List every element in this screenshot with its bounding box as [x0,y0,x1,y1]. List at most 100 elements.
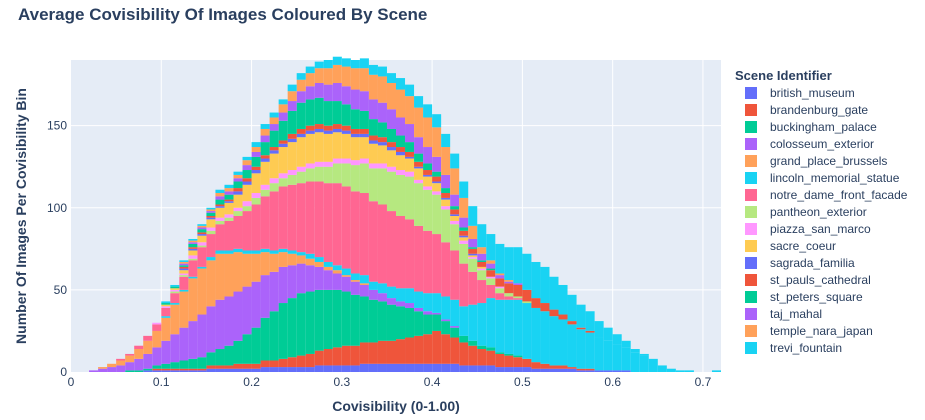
bar-segment [161,340,171,364]
bar-segment [269,367,279,372]
bar-segment [215,207,225,218]
legend-item[interactable]: trevi_fountain [745,341,842,355]
bar-segment [143,335,153,341]
bar-segment [224,201,234,203]
bar-segment [170,334,180,363]
bar-segment [441,321,451,335]
bar-segment [368,163,378,169]
legend-item[interactable]: grand_place_brussels [745,154,887,168]
bar-segment [170,289,180,292]
legend-item[interactable]: st_pauls_cathedral [745,273,871,287]
bar-segment [585,311,595,331]
bar-segment [179,265,189,267]
x-axis-title: Covisibility (0-1.00) [332,398,460,414]
bar-segment [269,250,279,254]
chart-title: Average Covisibility Of Images Coloured … [18,5,427,24]
bar-segment [197,232,207,235]
bar-segment [567,368,577,372]
bar-segment [350,191,360,274]
bar-segment [260,360,270,368]
bar-segment [468,238,478,248]
bar-segment [450,250,460,300]
bar-segment [179,260,189,262]
bar-segment [585,332,595,369]
bar-segment [414,291,424,308]
bar-segment [359,91,369,111]
bar-segment [368,299,378,343]
bar-segment [459,181,469,198]
bar-segment [612,344,622,371]
bar-segment [179,327,189,361]
bar-segment [215,220,225,225]
series-piazza_san_marco [152,158,505,325]
bar-segment [396,306,406,340]
bar-segment [116,358,126,361]
bar-segment [468,255,478,258]
bar-segment [558,314,568,320]
legend-item[interactable]: pantheon_exterior [745,205,867,219]
bar-segment [233,207,243,212]
legend-item[interactable]: sagrada_familia [745,256,855,270]
bar-segment [278,112,288,121]
legend-swatch [745,172,757,184]
bar-segment [197,245,207,248]
bar-segment [242,184,252,202]
bar-segment [459,217,469,228]
legend-item[interactable]: sacre_coeur [745,239,836,253]
legend-item[interactable]: british_museum [745,86,855,100]
legend-item[interactable]: buckingham_palace [745,120,877,134]
bar-segment [179,291,189,328]
bar-segment [224,368,234,372]
bar-segment [233,248,243,253]
bar-segment [405,219,415,289]
bar-segment [359,284,369,297]
legend-item[interactable]: temple_nara_japan [745,324,873,338]
bar-segment [197,235,207,243]
bar-segment [107,367,117,372]
bar-segment [179,289,189,292]
bar-segment [161,363,171,369]
bar-segment [603,370,613,372]
bar-segment [188,276,198,279]
legend-item[interactable]: piazza_san_marco [745,222,871,236]
bar-segment [305,181,315,254]
bar-segment [567,321,577,325]
bar-segment [224,296,234,346]
bar-segment [287,101,297,111]
bar-segment [405,171,415,177]
legend-item[interactable]: lincoln_memorial_statue [745,171,900,185]
bar-segment [396,174,406,216]
bar-segment [368,281,378,290]
legend-item[interactable]: notre_dame_front_facade [745,188,908,202]
bar-segment [477,349,487,366]
bar-segment [432,156,442,172]
x-tick-label: 0 [68,375,75,389]
legend-item[interactable]: colosseum_exterior [745,137,874,151]
bar-segment [287,250,297,254]
bar-segment [296,252,306,256]
bar-segment [206,219,216,228]
bar-segment [287,110,297,134]
bar-segment [423,314,433,335]
bar-segment [585,330,595,333]
bar-segment [441,193,451,198]
bar-segment [432,181,442,184]
bar-segment [495,367,505,372]
bar-segment [206,306,216,353]
legend-swatch [745,206,757,218]
bar-segment [215,199,225,205]
x-tick-label: 0.2 [243,375,260,389]
bar-segment [260,367,270,372]
legend-swatch [745,240,757,252]
legend-item[interactable]: taj_mahal [745,307,822,321]
legend-item[interactable]: brandenburg_gate [745,103,868,117]
bar-segment [549,316,559,366]
bar-segment [314,132,324,162]
legend-item[interactable]: st_peters_square [745,290,863,304]
bar-segment [287,184,297,251]
bar-segment [504,299,514,354]
bar-segment [495,352,505,354]
bar-segment [206,368,216,372]
bar-segment [432,171,442,177]
bar-segment [332,163,342,184]
